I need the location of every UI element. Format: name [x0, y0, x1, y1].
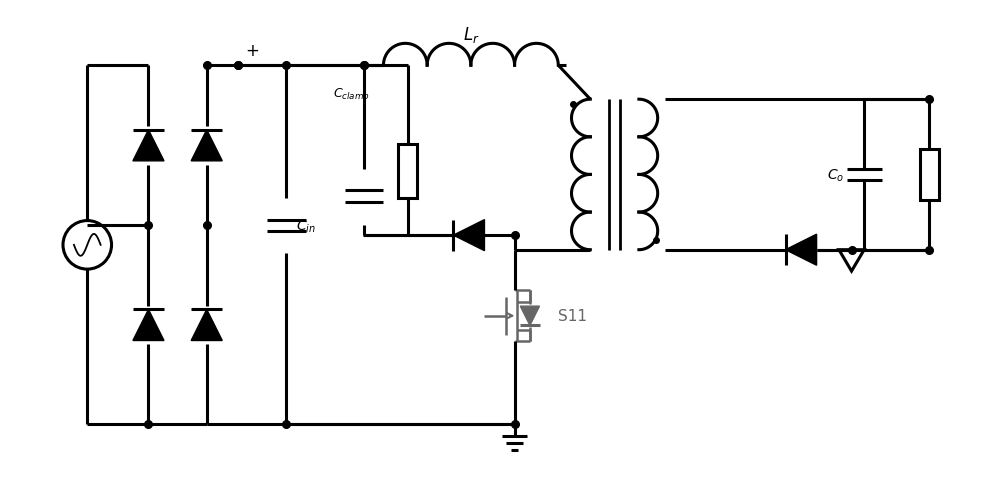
Polygon shape: [191, 131, 222, 161]
Polygon shape: [786, 235, 817, 266]
Polygon shape: [453, 220, 484, 251]
Text: $C_{in}$: $C_{in}$: [296, 218, 316, 234]
Polygon shape: [133, 310, 164, 341]
Text: +: +: [246, 42, 259, 60]
Polygon shape: [520, 307, 540, 325]
Text: S11: S11: [558, 309, 587, 324]
Text: $L_r$: $L_r$: [463, 25, 479, 45]
Text: $C_{clamp}$: $C_{clamp}$: [333, 85, 370, 102]
Bar: [920, 150, 939, 200]
Polygon shape: [191, 310, 222, 341]
Text: $C_o$: $C_o$: [827, 167, 844, 183]
Polygon shape: [133, 131, 164, 161]
Bar: [398, 144, 417, 199]
